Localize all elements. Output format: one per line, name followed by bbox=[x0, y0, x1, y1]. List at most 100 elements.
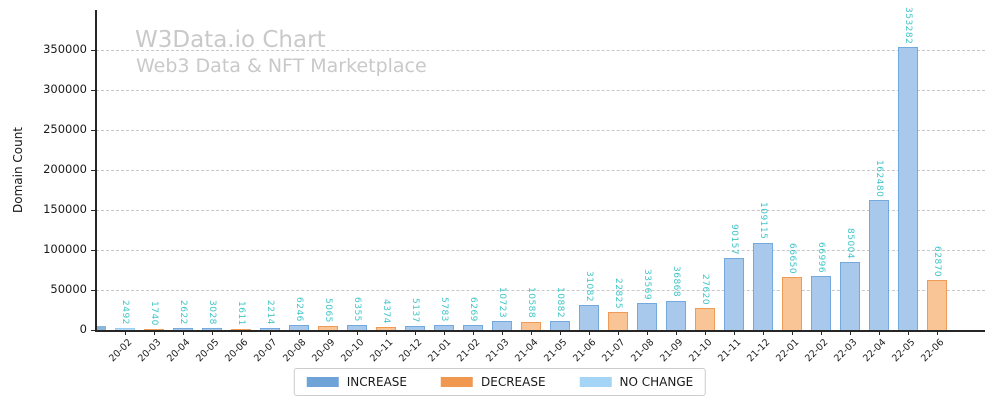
x-tick bbox=[501, 330, 503, 335]
x-tick-label: 22-06 bbox=[919, 337, 947, 365]
bar bbox=[492, 321, 512, 330]
x-tick-label: 20-12 bbox=[397, 337, 425, 365]
y-tick-label: 100000 bbox=[43, 242, 87, 256]
bar-value-label: 10723 bbox=[497, 287, 507, 319]
legend-label: DECREASE bbox=[480, 375, 546, 389]
x-tick-label: 20-07 bbox=[252, 337, 280, 365]
bar-value-label: 5783 bbox=[439, 297, 449, 323]
x-tick bbox=[153, 330, 155, 335]
bar bbox=[347, 324, 367, 330]
bar bbox=[637, 303, 657, 330]
bar bbox=[666, 300, 686, 330]
gridline bbox=[96, 50, 985, 51]
bar bbox=[173, 327, 193, 330]
gridline bbox=[96, 210, 985, 211]
y-tick-label: 300000 bbox=[43, 82, 87, 96]
bar bbox=[260, 328, 280, 330]
bar-value-label: 109115 bbox=[758, 202, 768, 240]
bar bbox=[869, 200, 889, 330]
x-tick-label: 22-03 bbox=[832, 337, 860, 365]
x-tick-label: 20-10 bbox=[339, 337, 367, 365]
x-tick bbox=[617, 330, 619, 335]
x-tick-label: 20-03 bbox=[136, 337, 164, 365]
x-tick-label: 20-05 bbox=[194, 337, 222, 365]
bar bbox=[724, 257, 744, 330]
bar bbox=[405, 325, 425, 330]
y-tick bbox=[91, 209, 96, 211]
legend-item-no-change: NO CHANGE bbox=[579, 375, 694, 389]
bar-value-label: 5137 bbox=[410, 297, 420, 323]
y-tick-label: 50000 bbox=[50, 282, 87, 296]
bar bbox=[898, 47, 918, 330]
legend-label: INCREASE bbox=[346, 375, 407, 389]
bar-value-label: 90157 bbox=[729, 223, 739, 255]
x-tick bbox=[559, 330, 561, 335]
x-tick-label: 22-01 bbox=[774, 337, 802, 365]
x-tick bbox=[414, 330, 416, 335]
bar-value-label: 1740 bbox=[149, 300, 159, 326]
bar bbox=[202, 327, 222, 330]
y-tick bbox=[91, 249, 96, 251]
y-tick bbox=[91, 129, 96, 131]
x-tick-label: 22-02 bbox=[803, 337, 831, 365]
x-tick-label: 21-03 bbox=[484, 337, 512, 365]
x-tick bbox=[356, 330, 358, 335]
x-tick-label: 21-02 bbox=[455, 337, 483, 365]
x-tick-label: 22-04 bbox=[861, 337, 889, 365]
x-tick bbox=[878, 330, 880, 335]
x-tick-label: 21-08 bbox=[629, 337, 657, 365]
chart-title: W3Data.io Chart bbox=[135, 27, 326, 53]
bar bbox=[144, 328, 164, 330]
no-change-swatch-icon bbox=[579, 377, 612, 387]
x-tick-label: 21-09 bbox=[658, 337, 686, 365]
bar-value-label: 162480 bbox=[874, 159, 884, 198]
x-tick bbox=[269, 330, 271, 335]
y-tick bbox=[91, 89, 96, 91]
bar-value-label: 66650 bbox=[787, 242, 797, 274]
x-tick bbox=[298, 330, 300, 335]
bar bbox=[463, 325, 483, 330]
x-tick bbox=[791, 330, 793, 335]
bar-value-label: 2492 bbox=[120, 300, 130, 326]
bar-value-label: 22825 bbox=[613, 277, 623, 309]
bar-value-label: 10588 bbox=[526, 287, 536, 319]
y-tick-label: 200000 bbox=[43, 162, 87, 176]
decrease-swatch-icon bbox=[440, 377, 473, 387]
x-tick-label: 20-06 bbox=[223, 337, 251, 365]
bar-value-label: 66996 bbox=[816, 242, 826, 274]
x-tick-label: 20-02 bbox=[107, 337, 135, 365]
x-tick-label: 21-05 bbox=[542, 337, 570, 365]
gridline bbox=[96, 130, 985, 131]
x-tick-label: 21-07 bbox=[600, 337, 628, 365]
bar-value-label: 2214 bbox=[265, 300, 275, 326]
bar-value-label: 353282 bbox=[903, 7, 913, 45]
bar-value-label: 10882 bbox=[555, 287, 565, 319]
x-tick-label: 20-08 bbox=[281, 337, 309, 365]
y-tick-label: 150000 bbox=[43, 202, 87, 216]
bar-value-label: 4374 bbox=[381, 298, 391, 324]
x-tick bbox=[704, 330, 706, 335]
x-tick bbox=[646, 330, 648, 335]
x-tick bbox=[124, 330, 126, 335]
y-tick bbox=[91, 289, 96, 291]
bar bbox=[782, 276, 802, 330]
chart-subtitle: Web3 Data & NFT Marketplace bbox=[136, 55, 427, 77]
bar-value-label: 31082 bbox=[584, 271, 594, 303]
legend-item-increase: INCREASE bbox=[306, 375, 407, 389]
bar bbox=[927, 279, 947, 330]
x-tick bbox=[588, 330, 590, 335]
x-tick bbox=[820, 330, 822, 335]
bar-value-label: 1611 bbox=[236, 300, 246, 326]
plot-area: 0 50000 100000 150000 200000 250000 300000 3500… bbox=[43, 7, 985, 364]
bar-value-label: 27620 bbox=[700, 273, 710, 305]
y-tick bbox=[91, 169, 96, 171]
bar bbox=[550, 321, 570, 330]
bar bbox=[231, 328, 251, 330]
legend-label: NO CHANGE bbox=[619, 375, 694, 389]
x-tick bbox=[211, 330, 213, 335]
x-tick bbox=[762, 330, 764, 335]
gridline bbox=[96, 170, 985, 171]
bar bbox=[840, 262, 860, 330]
x-tick bbox=[385, 330, 387, 335]
x-tick bbox=[240, 330, 242, 335]
